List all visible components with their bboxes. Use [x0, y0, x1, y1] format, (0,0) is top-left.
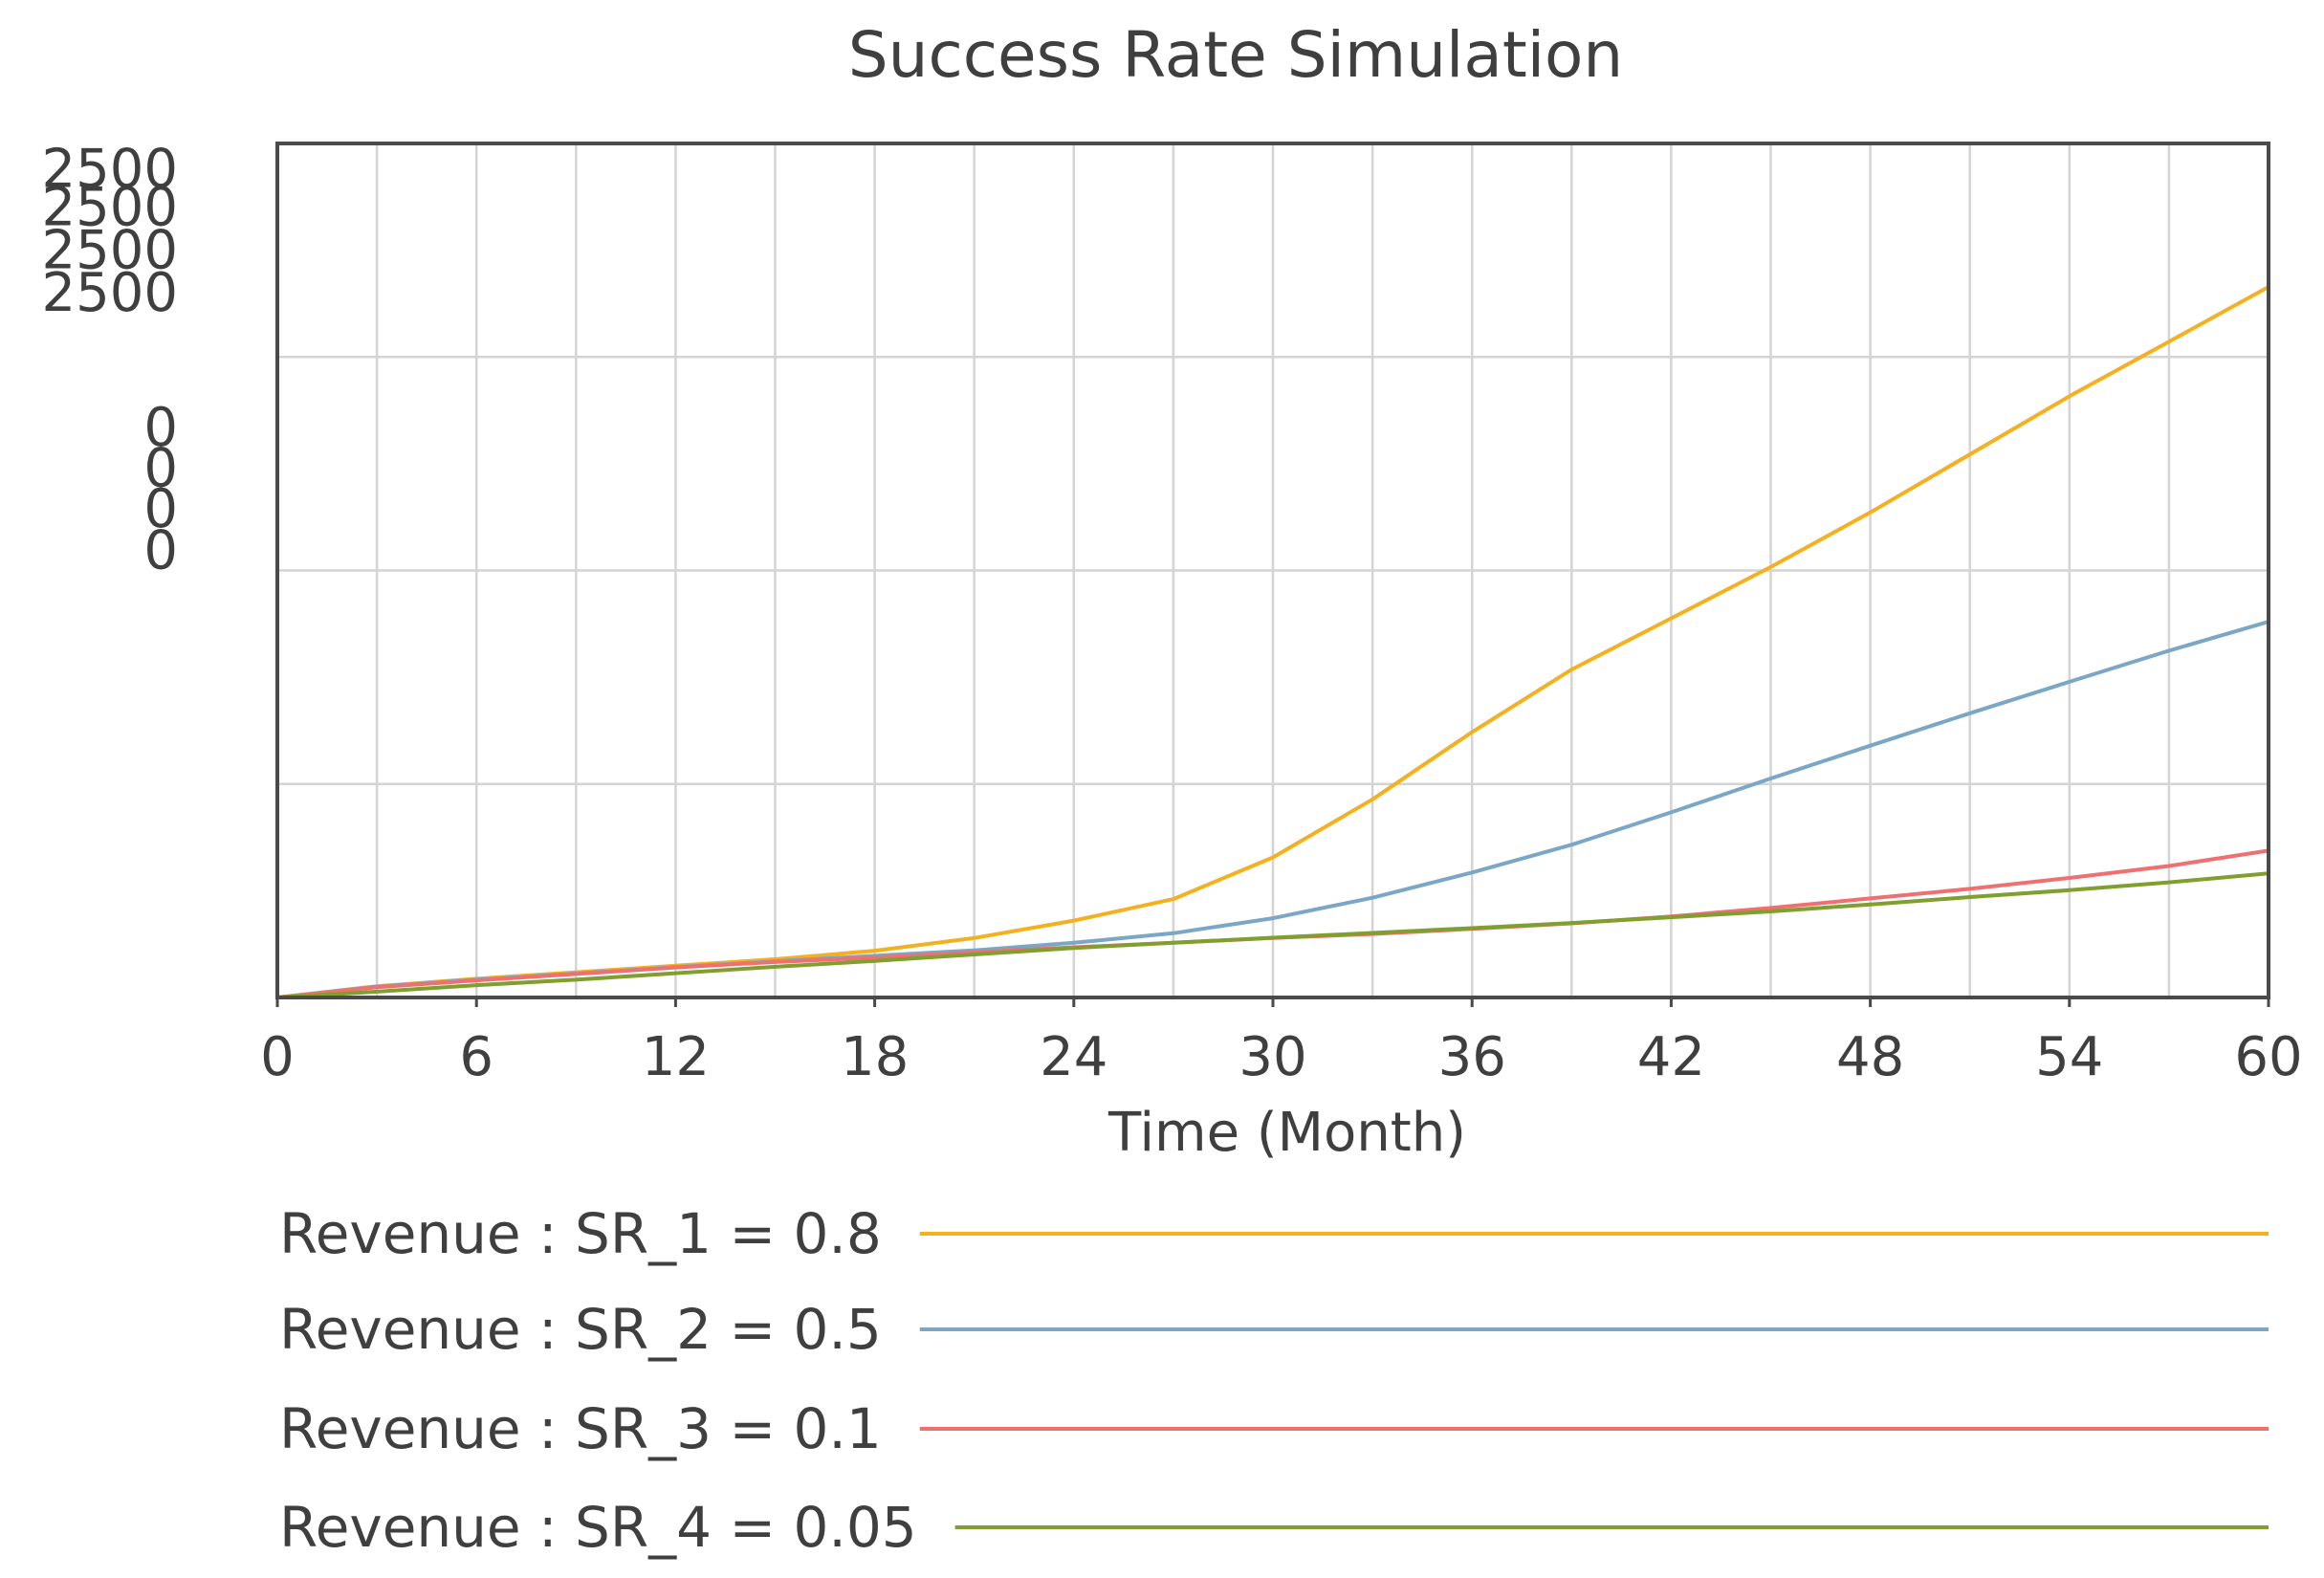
y-tick-label: 0 — [143, 478, 178, 540]
x-tick-label: 12 — [642, 1026, 710, 1088]
chart-title: Success Rate Simulation — [848, 18, 1624, 92]
x-tick-label: 54 — [2035, 1026, 2103, 1088]
x-tick-label: 42 — [1637, 1026, 1705, 1088]
x-tick-label: 60 — [2234, 1026, 2302, 1088]
legend-label-sr-3: Revenue : SR_3 = 0.1 — [279, 1396, 882, 1461]
legend-label-sr-1: Revenue : SR_1 = 0.8 — [279, 1201, 882, 1266]
y-tick-label: 0 — [143, 520, 178, 582]
x-tick-label: 36 — [1438, 1026, 1506, 1088]
y-tick-label: 0 — [143, 437, 178, 499]
series-layer — [275, 285, 2270, 999]
x-tick-label: 0 — [260, 1026, 295, 1088]
x-tick-label: 18 — [841, 1026, 909, 1088]
x-tick-label: 24 — [1040, 1026, 1107, 1088]
x-tick-label: 30 — [1239, 1026, 1306, 1088]
x-tick-label: 6 — [459, 1026, 493, 1088]
y-tick-label: 0 — [143, 397, 178, 459]
y-tick-label: 2500 — [41, 262, 178, 324]
x-axis-label: Time (Month) — [1107, 1102, 1466, 1164]
y-tick-label: 2500 — [41, 177, 178, 239]
x-axis-ticks: 0 6 12 18 24 30 36 42 48 54 60 — [260, 997, 2303, 1088]
legend-label-sr-2: Revenue : SR_2 = 0.5 — [279, 1297, 882, 1362]
grid-layer — [277, 143, 2269, 997]
x-tick-label: 48 — [1836, 1026, 1904, 1088]
legend-label-sr-4: Revenue : SR_4 = 0.05 — [279, 1495, 917, 1560]
series-line-sr-4 — [275, 871, 2270, 999]
y-tick-label: 2500 — [41, 139, 178, 201]
legend: Revenue : SR_1 = 0.8 Revenue : SR_2 = 0.5… — [279, 1201, 2269, 1560]
y-tick-label: 2500 — [41, 220, 178, 282]
